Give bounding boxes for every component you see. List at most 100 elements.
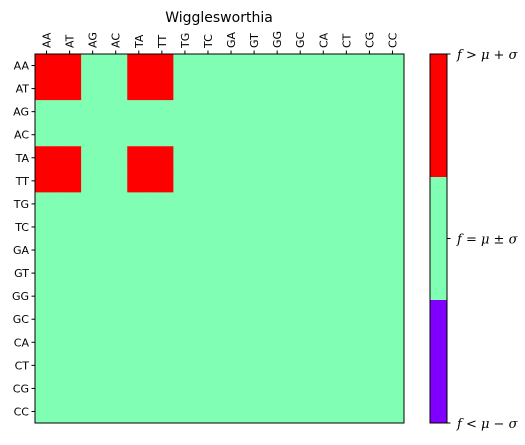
heatmap-cell (81, 307, 105, 332)
heatmap-cell (265, 284, 290, 309)
heatmap-cell (219, 215, 244, 239)
heatmap-cell (311, 284, 336, 309)
heatmap-cell (242, 399, 267, 424)
heatmap-cell (173, 77, 197, 101)
heatmap-cell (380, 353, 405, 378)
heatmap-cell (150, 100, 174, 124)
heatmap-cell (81, 353, 105, 378)
heatmap-cell (334, 192, 359, 216)
heatmap-cell (173, 330, 197, 355)
x-tick-label: TT (156, 34, 169, 49)
y-tick-label: GT (14, 267, 29, 280)
heatmap-cell (58, 353, 82, 378)
heatmap-cell (311, 215, 336, 239)
heatmap-cell (219, 284, 244, 309)
heatmap-cell (58, 77, 82, 101)
heatmap-cell (173, 284, 197, 309)
heatmap-cell (334, 123, 359, 147)
heatmap-cell (127, 307, 151, 332)
heatmap-cell (81, 146, 105, 170)
y-tick-label: AA (14, 60, 30, 73)
heatmap-cell (150, 399, 174, 424)
heatmap-cell (288, 100, 313, 124)
heatmap-cell (150, 123, 174, 147)
heatmap-cell (357, 261, 382, 286)
heatmap-cell (219, 169, 244, 193)
heatmap-cell (150, 330, 174, 355)
heatmap-cell (150, 215, 174, 239)
heatmap-cell (334, 261, 359, 286)
heatmap-cell (104, 399, 128, 424)
y-tick-label: AG (13, 106, 29, 119)
heatmap-cell (311, 376, 336, 401)
x-tick-label: CG (363, 32, 376, 48)
heatmap-cell (288, 169, 313, 193)
heatmap-cell (127, 123, 151, 147)
heatmap-cell (58, 192, 82, 216)
heatmap-cell (265, 169, 290, 193)
heatmap-cell (219, 54, 244, 78)
heatmap-cell (311, 192, 336, 216)
heatmap-cell (288, 123, 313, 147)
heatmap-cell (81, 215, 105, 239)
heatmap-cell (104, 100, 128, 124)
heatmap-cell (265, 215, 290, 239)
x-tick-label: AT (64, 34, 77, 48)
heatmap-cell (104, 54, 128, 78)
heatmap-cell (380, 376, 405, 401)
heatmap-cells (35, 54, 405, 424)
heatmap-cell (380, 399, 405, 424)
heatmap-cell (288, 215, 313, 239)
plot-frame (34, 53, 405, 424)
heatmap-cell (242, 238, 267, 263)
heatmap-cell (58, 330, 82, 355)
heatmap-cell (35, 261, 59, 286)
heatmap-cell (219, 307, 244, 332)
heatmap-cell (104, 330, 128, 355)
heatmap-cell (104, 261, 128, 286)
heatmap-cell (196, 261, 220, 286)
colorbar-label: f > μ + σ (456, 48, 519, 63)
y-tick-label: TA (15, 152, 30, 165)
heatmap-cell (219, 399, 244, 424)
x-tick-label: CT (340, 33, 353, 48)
heatmap-cell (81, 169, 105, 193)
heatmap-cell (219, 77, 244, 101)
heatmap-cell (380, 169, 405, 193)
heatmap-cell (127, 238, 151, 263)
heatmap-cell (242, 307, 267, 332)
heatmap-cell (196, 54, 220, 78)
heatmap-cell (150, 238, 174, 263)
heatmap-cell (196, 77, 220, 101)
heatmap-cell (173, 238, 197, 263)
heatmap-cell (357, 399, 382, 424)
heatmap-cell (173, 192, 197, 216)
heatmap-cell (357, 77, 382, 101)
heatmap-cell (81, 123, 105, 147)
heatmap-cell (288, 261, 313, 286)
heatmap-cell (127, 169, 151, 193)
heatmap-cell (104, 192, 128, 216)
heatmap-cell (380, 146, 405, 170)
heatmap-cell (334, 330, 359, 355)
x-tick-label: GT (248, 33, 261, 48)
heatmap-cell (265, 192, 290, 216)
y-tick-label: TC (14, 221, 29, 234)
y-tick-label: CT (15, 359, 30, 372)
heatmap-cell (127, 284, 151, 309)
heatmap-cell (150, 169, 174, 193)
heatmap-cell (311, 399, 336, 424)
heatmap-cell (104, 376, 128, 401)
heatmap-cell (380, 192, 405, 216)
heatmap-cell (196, 307, 220, 332)
heatmap-cell (104, 123, 128, 147)
heatmap-cell (265, 261, 290, 286)
heatmap-cell (334, 54, 359, 78)
heatmap-cell (242, 261, 267, 286)
x-tick-label: TG (179, 33, 192, 49)
heatmap-cell (196, 192, 220, 216)
heatmap-cell (35, 376, 59, 401)
heatmap-cell (196, 123, 220, 147)
heatmap-cell (127, 146, 151, 170)
heatmap-cell (104, 353, 128, 378)
